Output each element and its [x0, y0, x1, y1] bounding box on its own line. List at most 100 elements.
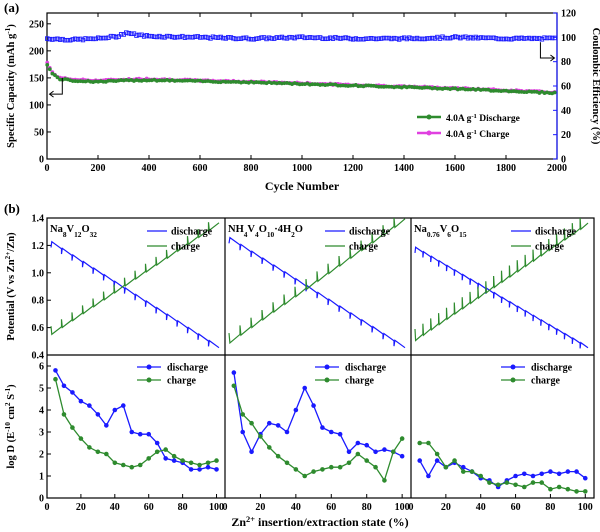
ce-point	[317, 35, 323, 40]
y-axis-title-bottom-b-part: )	[6, 384, 17, 388]
legend-marker-discharge-bottom	[324, 364, 330, 370]
legend-marker-charge-bottom	[510, 377, 516, 383]
logd-discharge-point	[417, 458, 423, 463]
x-tick-label-b: 80	[178, 502, 188, 513]
logd-discharge-point	[188, 467, 194, 472]
y-tick-label-bottom-b: 0	[39, 494, 44, 505]
logd-charge-point	[355, 451, 361, 457]
logd-charge-point	[346, 460, 352, 466]
ce-point	[422, 36, 427, 42]
logd-discharge-point	[214, 467, 219, 472]
ce-point	[266, 35, 272, 40]
x-axis-title-b-part: Zn	[231, 515, 246, 529]
legend-label-a-part: 4.0A g	[446, 114, 472, 124]
y-tick-label-top-b: 0.6	[32, 323, 45, 334]
ce-point	[52, 36, 58, 42]
ce-point	[529, 36, 535, 42]
potential-charge-curve	[414, 217, 589, 342]
y-tick-label-top-b: 1.4	[32, 214, 45, 225]
logd-charge-point	[112, 460, 118, 466]
logd-discharge-point	[382, 447, 387, 452]
material-label-part: 10	[267, 230, 275, 239]
x-tick-label-b: 40	[110, 502, 120, 513]
logd-discharge-point	[146, 431, 152, 437]
ce-point	[65, 37, 70, 43]
ce-point	[292, 35, 297, 41]
logd-charge-point	[487, 480, 492, 485]
ce-point	[521, 36, 527, 41]
ce-point	[141, 34, 147, 39]
ce-point	[509, 37, 514, 42]
logd-charge-point	[530, 480, 536, 485]
y-axis-title-bottom-b-part: 2	[3, 402, 12, 406]
logd-charge-point	[205, 460, 211, 466]
ce-point	[256, 36, 262, 41]
ce-point	[504, 36, 509, 42]
y-tick-label-right-a: 120	[561, 9, 576, 20]
y-tick-label-top-b: 0.8	[32, 296, 45, 307]
ce-point	[307, 35, 313, 40]
logd-charge-point	[452, 458, 457, 463]
logd-discharge-point	[556, 471, 562, 477]
x-tick-label-b: 0	[45, 502, 50, 513]
y-axis-title-bottom-b-part: log D (E	[6, 432, 17, 469]
y-tick-label-bottom-b: 3	[39, 428, 44, 439]
ce-point	[514, 35, 519, 41]
legend-label-a-part: -1	[471, 129, 477, 136]
ce-point	[177, 34, 183, 40]
ce-point	[134, 33, 139, 38]
ce-point	[259, 35, 264, 40]
ce-point	[325, 36, 331, 41]
y-tick-label-bottom-b: 4	[39, 406, 44, 417]
ce-point	[399, 35, 404, 41]
ce-point	[152, 34, 157, 39]
ce-point	[147, 33, 152, 39]
ce-point	[220, 35, 226, 41]
logd-discharge-point	[311, 403, 316, 408]
material-label-part: V	[247, 224, 255, 235]
y-tick-label-bottom-b: 2	[39, 450, 44, 461]
logd-discharge-point	[565, 469, 571, 474]
x-tick-label-b: 40	[291, 502, 301, 513]
ce-point	[373, 36, 379, 42]
y-tick-label-top-b: 1.0	[32, 268, 45, 279]
y-tick-label-right-a: 0	[561, 155, 566, 166]
logd-charge-point	[399, 436, 405, 441]
legend-label-a-part: 4.0A g	[446, 130, 472, 140]
logd-discharge-point	[78, 398, 84, 404]
ce-point	[289, 35, 295, 40]
logd-discharge-point	[61, 383, 67, 389]
ce-point	[47, 36, 53, 42]
ce-point	[320, 36, 325, 41]
y-axis-title-top-b-part: 2+	[3, 252, 12, 260]
ce-point	[111, 33, 116, 39]
x-tick-label-a: 200	[91, 163, 106, 174]
logd-charge-point	[373, 464, 378, 470]
logd-discharge-point	[582, 475, 588, 481]
ce-point	[493, 36, 499, 41]
ce-point	[442, 35, 448, 41]
logd-charge-point	[70, 425, 75, 430]
ce-point	[302, 35, 308, 41]
ce-point	[187, 34, 193, 40]
ce-point	[343, 35, 348, 40]
ce-point	[453, 34, 458, 39]
logd-charge-point	[390, 449, 396, 455]
logd-discharge-point	[197, 467, 202, 472]
potential-discharge-curve	[228, 236, 406, 349]
ce-point	[83, 36, 88, 41]
ce-point	[284, 36, 290, 41]
x-tick-label-b: 60	[326, 502, 336, 513]
logd-discharge-point	[302, 385, 308, 391]
legend-label-discharge-top: discharge	[171, 227, 213, 238]
x-tick-label-b: 100	[395, 502, 410, 513]
logd-discharge-point	[364, 442, 370, 448]
potential-charge-curve	[50, 222, 220, 336]
ce-point	[338, 36, 343, 41]
logd-charge-point	[95, 449, 101, 455]
ce-point	[192, 34, 198, 39]
y-tick-label-right-a: 20	[561, 130, 571, 141]
logd-charge-point	[137, 462, 143, 468]
material-label-part: V	[440, 224, 448, 235]
